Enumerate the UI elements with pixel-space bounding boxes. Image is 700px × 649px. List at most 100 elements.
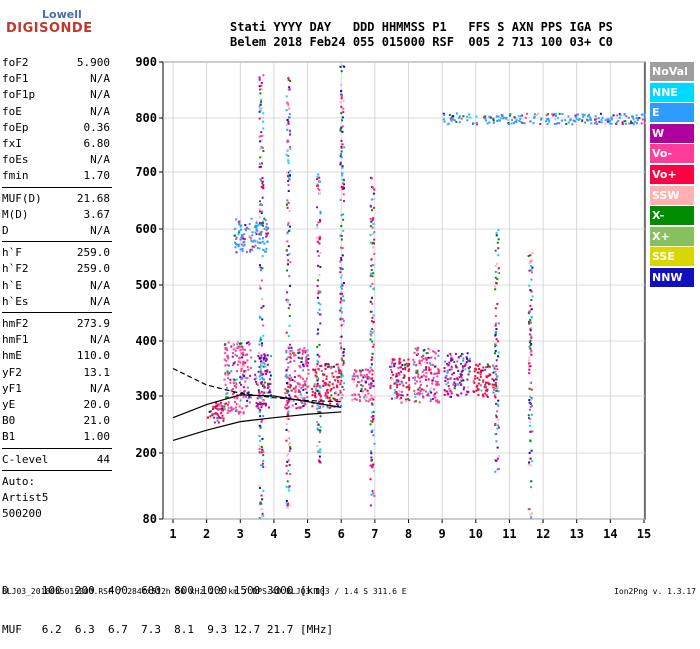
echo-point — [497, 418, 500, 421]
echo-point — [531, 266, 534, 269]
echo-point — [262, 489, 265, 492]
echo-point — [289, 349, 292, 352]
echo-point — [236, 243, 239, 246]
echo-point — [530, 335, 533, 338]
echo-point — [520, 115, 523, 118]
echo-point — [254, 224, 257, 227]
echo-point — [600, 118, 603, 121]
echo-point — [529, 402, 532, 405]
echo-point — [339, 381, 342, 384]
echo-point — [261, 222, 264, 225]
echo-point — [450, 368, 453, 371]
param-value: 13.1 — [83, 365, 111, 379]
echo-point — [334, 399, 337, 402]
echo-point — [370, 310, 373, 313]
echo-point — [427, 347, 430, 350]
legend-item: SSE — [650, 247, 694, 267]
echo-point — [528, 359, 531, 362]
echo-point — [616, 114, 619, 117]
param-label: B0 — [2, 414, 16, 428]
param-value: 259.0 — [76, 246, 110, 260]
echo-point — [322, 373, 325, 376]
echo-point — [340, 95, 343, 98]
echo-point — [395, 393, 398, 396]
param-row: B0 21.0 — [2, 414, 110, 430]
echo-point — [484, 383, 487, 386]
echo-point — [264, 355, 267, 358]
param-row: fxI 6.80 — [2, 137, 110, 153]
echo-point — [342, 107, 345, 110]
echo-point — [289, 174, 292, 177]
echo-point — [295, 385, 298, 388]
echo-point — [638, 117, 641, 120]
echo-point — [424, 375, 427, 378]
echo-point — [287, 301, 290, 304]
echo-point — [528, 362, 531, 365]
echo-point — [456, 360, 459, 363]
echo-point — [340, 238, 343, 241]
echo-point — [604, 122, 607, 125]
echo-point — [373, 188, 376, 191]
echo-point — [235, 236, 238, 239]
x-tick-label: 12 — [536, 527, 550, 541]
echo-point — [484, 115, 487, 118]
echo-point — [495, 373, 498, 376]
echo-point — [262, 120, 265, 123]
echo-point — [364, 375, 367, 378]
echo-point — [341, 283, 344, 286]
echo-point — [226, 404, 229, 407]
echo-point — [412, 376, 415, 379]
echo-point — [429, 400, 432, 403]
echo-point — [285, 203, 288, 206]
echo-point — [529, 347, 532, 350]
echo-point — [340, 126, 343, 129]
echo-point — [361, 369, 364, 372]
echo-point — [477, 393, 480, 396]
echo-point — [472, 380, 475, 383]
echo-point — [316, 377, 319, 380]
echo-point — [500, 114, 503, 117]
echo-point — [317, 173, 320, 176]
echo-point — [259, 368, 262, 371]
echo-point — [259, 426, 262, 429]
echo-point — [429, 363, 432, 366]
echo-point — [630, 122, 633, 125]
echo-point — [528, 401, 531, 404]
auto-scaling-info: Artist5 — [2, 491, 49, 504]
echo-point — [299, 366, 302, 369]
echo-point — [606, 120, 609, 123]
echo-point — [288, 441, 291, 444]
echo-point — [369, 225, 372, 228]
echo-point — [258, 434, 261, 437]
echo-point — [528, 310, 531, 313]
echo-point — [305, 377, 308, 380]
echo-point — [258, 315, 261, 318]
echo-point — [475, 121, 478, 124]
param-value: 21.0 — [83, 414, 111, 428]
echo-point — [461, 353, 464, 356]
echo-point — [340, 290, 343, 293]
echo-point — [287, 443, 290, 446]
param-value: N/A — [90, 278, 110, 292]
echo-point — [475, 385, 478, 388]
echo-point — [414, 392, 417, 395]
echo-point — [302, 369, 305, 372]
echo-point — [266, 240, 269, 243]
echo-point — [212, 405, 215, 408]
param-value: 273.9 — [76, 317, 110, 330]
echo-point — [427, 394, 430, 397]
echo-point — [342, 229, 345, 232]
echo-point — [495, 322, 498, 325]
echo-point — [248, 234, 251, 237]
echo-point — [475, 363, 478, 366]
echo-point — [269, 374, 272, 377]
echo-point — [553, 123, 556, 126]
echo-point — [231, 392, 234, 395]
echo-point — [289, 353, 292, 356]
echo-point — [339, 285, 342, 288]
echo-point — [263, 362, 266, 365]
echo-point — [306, 364, 309, 367]
echo-point — [577, 113, 580, 116]
echo-point — [435, 384, 438, 387]
echo-point — [445, 374, 448, 377]
